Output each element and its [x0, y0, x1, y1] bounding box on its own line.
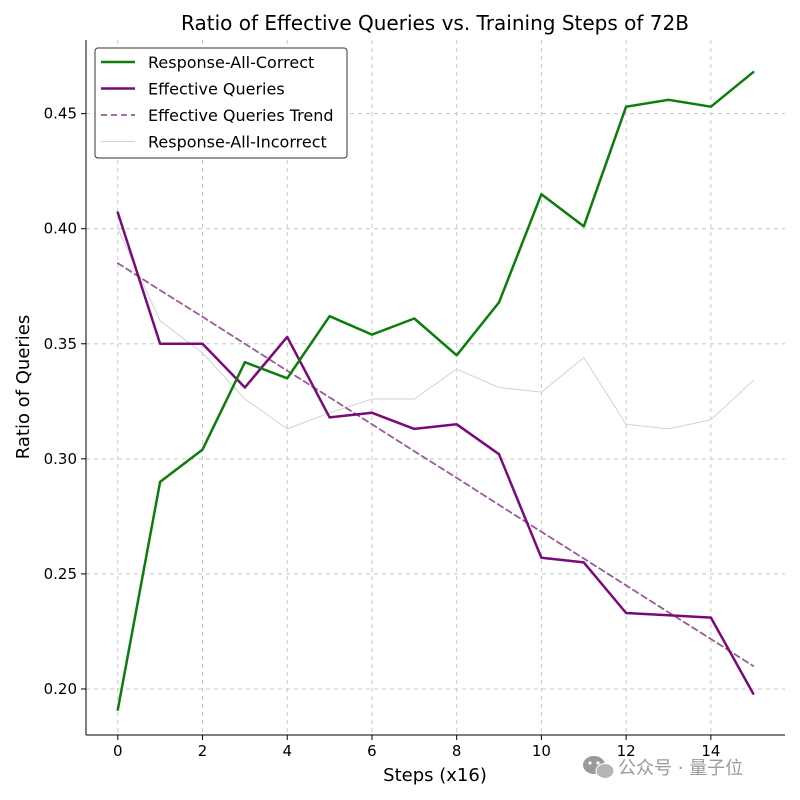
series-line-effective-queries-trend	[116, 262, 755, 667]
wechat-icon	[583, 756, 615, 779]
chart-title: Ratio of Effective Queries vs. Training …	[181, 11, 689, 35]
x-tick-label: 12	[617, 742, 636, 760]
x-tick-label: 0	[113, 742, 123, 760]
y-axis-label: Ratio of Queries	[13, 315, 34, 460]
y-tick-label: 0.45	[44, 105, 77, 123]
x-tick-label: 4	[282, 742, 292, 760]
legend-entry: Effective Queries	[148, 80, 285, 99]
x-tick-label: 14	[701, 742, 720, 760]
y-ticks: 0.20 0.25 0.30 0.35 0.40 0.45	[44, 105, 86, 698]
x-tick-label: 6	[367, 742, 377, 760]
legend: Response-All-Correct Effective Queries Eff…	[94, 47, 348, 159]
y-tick-label: 0.35	[44, 335, 77, 353]
legend-entry: Response-All-Incorrect	[148, 133, 327, 152]
x-tick-label: 10	[532, 742, 551, 760]
y-tick-label: 0.20	[44, 680, 77, 698]
series-line-effective-queries	[116, 211, 755, 695]
watermark-text: 公众号 · 量子位	[618, 758, 743, 779]
series-line-response-all-incorrect	[117, 228, 754, 430]
legend-entry: Response-All-Correct	[148, 53, 314, 72]
legend-box	[94, 47, 348, 159]
y-tick-label: 0.25	[44, 565, 77, 583]
y-tick-label: 0.40	[44, 220, 77, 238]
x-axis-label: Steps (x16)	[383, 765, 487, 786]
x-tick-label: 8	[452, 742, 462, 760]
series-line-response-all-correct	[116, 70, 755, 711]
x-ticks: 0 2 4 6 8 10 12 14	[113, 735, 720, 760]
legend-entry: Effective Queries Trend	[148, 106, 334, 125]
series-layer	[116, 70, 755, 711]
watermark: 公众号 · 量子位	[583, 756, 743, 779]
x-tick-label: 2	[198, 742, 208, 760]
y-tick-label: 0.30	[44, 450, 77, 468]
